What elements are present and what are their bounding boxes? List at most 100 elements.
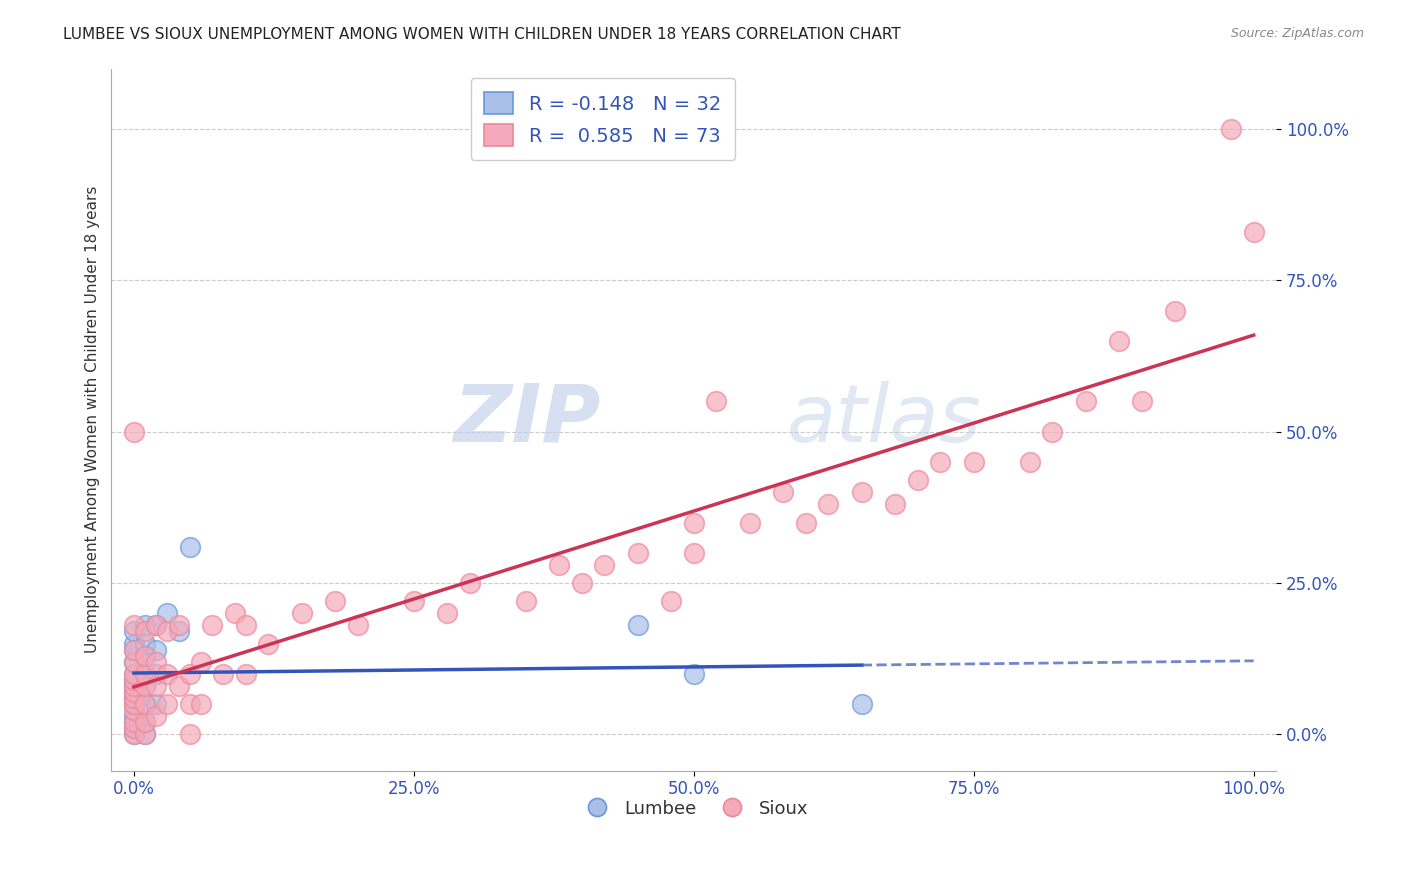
Point xyxy=(122,618,145,632)
Point xyxy=(156,624,179,639)
Point xyxy=(156,697,179,711)
Point xyxy=(145,697,167,711)
Point xyxy=(145,642,167,657)
Point xyxy=(201,618,224,632)
Point xyxy=(593,558,616,572)
Point xyxy=(212,666,235,681)
Point xyxy=(167,624,190,639)
Point xyxy=(1074,394,1097,409)
Point xyxy=(907,473,929,487)
Point xyxy=(571,576,593,591)
Point xyxy=(963,455,986,469)
Point xyxy=(1164,303,1187,318)
Point xyxy=(325,594,347,608)
Point xyxy=(1220,122,1243,136)
Point xyxy=(122,636,145,650)
Point xyxy=(134,715,156,730)
Point xyxy=(167,618,190,632)
Point xyxy=(627,618,650,632)
Point xyxy=(134,666,156,681)
Text: ZIP: ZIP xyxy=(453,381,600,458)
Point xyxy=(145,655,167,669)
Point xyxy=(458,576,481,591)
Point xyxy=(134,679,156,693)
Point xyxy=(145,679,167,693)
Point xyxy=(346,618,368,632)
Point xyxy=(402,594,425,608)
Text: LUMBEE VS SIOUX UNEMPLOYMENT AMONG WOMEN WITH CHILDREN UNDER 18 YEARS CORRELATIO: LUMBEE VS SIOUX UNEMPLOYMENT AMONG WOMEN… xyxy=(63,27,901,42)
Point xyxy=(1130,394,1153,409)
Point xyxy=(122,655,145,669)
Point xyxy=(235,618,257,632)
Point xyxy=(122,697,145,711)
Point xyxy=(190,697,212,711)
Point xyxy=(122,679,145,693)
Point xyxy=(851,697,873,711)
Point xyxy=(682,666,704,681)
Point xyxy=(122,642,145,657)
Point xyxy=(794,516,817,530)
Point xyxy=(1040,425,1063,439)
Point xyxy=(122,722,145,736)
Point xyxy=(122,691,145,706)
Point xyxy=(122,642,145,657)
Point xyxy=(851,485,873,500)
Point xyxy=(704,394,727,409)
Point xyxy=(134,697,156,711)
Point xyxy=(738,516,761,530)
Point xyxy=(190,655,212,669)
Point xyxy=(156,607,179,621)
Legend: Lumbee, Sioux: Lumbee, Sioux xyxy=(571,792,815,825)
Point xyxy=(122,722,145,736)
Point xyxy=(145,709,167,723)
Point xyxy=(134,648,156,663)
Point xyxy=(122,666,145,681)
Point xyxy=(145,618,167,632)
Point xyxy=(682,516,704,530)
Point xyxy=(122,679,145,693)
Point xyxy=(122,685,145,699)
Point xyxy=(122,691,145,706)
Point xyxy=(884,497,907,511)
Point xyxy=(224,607,246,621)
Point xyxy=(145,618,167,632)
Point xyxy=(179,697,201,711)
Point xyxy=(122,624,145,639)
Point xyxy=(122,666,145,681)
Point xyxy=(122,685,145,699)
Point xyxy=(515,594,537,608)
Point xyxy=(179,540,201,554)
Point xyxy=(257,636,280,650)
Point xyxy=(134,679,156,693)
Point xyxy=(772,485,794,500)
Text: atlas: atlas xyxy=(787,381,981,458)
Point xyxy=(179,727,201,741)
Point xyxy=(122,727,145,741)
Point xyxy=(122,715,145,730)
Text: Source: ZipAtlas.com: Source: ZipAtlas.com xyxy=(1230,27,1364,40)
Point xyxy=(235,666,257,681)
Point xyxy=(122,709,145,723)
Point xyxy=(134,727,156,741)
Point xyxy=(179,666,201,681)
Point xyxy=(167,679,190,693)
Point xyxy=(134,624,156,639)
Point xyxy=(122,673,145,687)
Point xyxy=(659,594,682,608)
Point xyxy=(436,607,458,621)
Point xyxy=(682,546,704,560)
Point xyxy=(122,715,145,730)
Point xyxy=(134,648,156,663)
Point xyxy=(627,546,650,560)
Point xyxy=(122,697,145,711)
Point xyxy=(134,666,156,681)
Point xyxy=(134,697,156,711)
Point xyxy=(291,607,314,621)
Point xyxy=(134,636,156,650)
Point xyxy=(122,673,145,687)
Point xyxy=(145,666,167,681)
Point xyxy=(156,666,179,681)
Point xyxy=(1243,225,1265,239)
Point xyxy=(122,655,145,669)
Point xyxy=(134,715,156,730)
